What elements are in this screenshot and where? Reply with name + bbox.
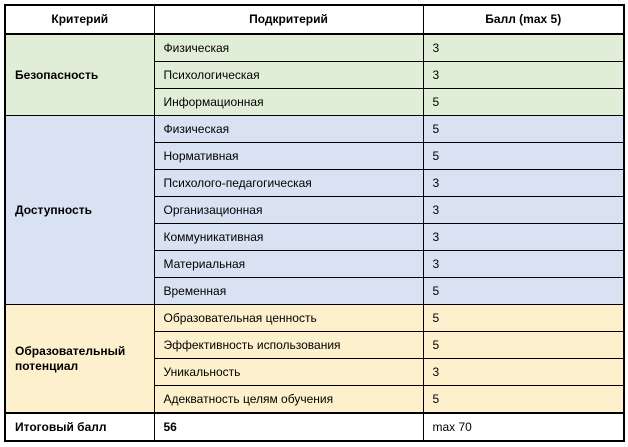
score-cell: 3 — [422, 61, 625, 89]
table-footer: Итоговый балл 56 max 70 — [4, 412, 625, 442]
score-cell: 5 — [422, 142, 625, 170]
score-cell: 3 — [422, 196, 625, 224]
subcriterion-cell: Образовательная ценность — [153, 304, 424, 332]
table-row: Психологическая 3 — [5, 61, 625, 89]
subcriterion-cell: Информационная — [153, 88, 424, 116]
table-row: Безопасность Физическая 3 — [4, 33, 625, 116]
table-header: Критерий Подкритерий Балл (max 5) — [4, 4, 625, 35]
header-score: Балл (max 5) — [422, 4, 625, 35]
score-cell: 5 — [422, 331, 625, 359]
score-cell: 3 — [422, 358, 625, 386]
table-row: Адекватность целям обучения 5 — [5, 385, 625, 414]
table-row: Образовательный потенциал Образовательная… — [4, 304, 625, 414]
score-cell: 5 — [422, 385, 625, 414]
score-cell: 5 — [422, 115, 625, 143]
score-cell: 5 — [422, 277, 625, 305]
subcriterion-cell: Коммуникативная — [153, 223, 424, 251]
subcriterion-cell: Временная — [153, 277, 424, 305]
subcriterion-cell: Уникальность — [153, 358, 424, 386]
score-cell: 3 — [422, 33, 625, 62]
header-row: Критерий Подкритерий Балл (max 5) — [4, 4, 625, 35]
score-cell: 5 — [422, 304, 625, 332]
criterion-cell-2: Образовательный потенциал — [4, 304, 155, 414]
table-row: Доступность Физическая 5 — [4, 115, 625, 305]
table-body: Безопасность Физическая 3 Психологическая 3 И… — [4, 33, 625, 414]
criterion-cell-0: Безопасность — [4, 33, 155, 116]
score-cell: 3 — [422, 169, 625, 197]
subcriterion-cell: Организационная — [153, 196, 424, 224]
subcriterion-cell: Нормативная — [153, 142, 424, 170]
criterion-cell-1: Доступность — [4, 115, 155, 305]
total-score: 56 — [153, 412, 424, 442]
total-max: max 70 — [422, 412, 625, 442]
score-cell: 5 — [422, 88, 625, 116]
score-cell: 3 — [422, 250, 625, 278]
subcriterion-cell: Адекватность целям обучения — [153, 385, 424, 414]
total-label: Итоговый балл — [4, 412, 155, 442]
subcriterion-cell: Психолого-педагогическая — [153, 169, 424, 197]
subcriterion-cell: Эффективность использования — [153, 331, 424, 359]
subcriterion-cell: Физическая — [153, 33, 424, 62]
score-cell: 3 — [422, 223, 625, 251]
subcriterion-cell: Физическая — [153, 115, 424, 143]
subcriterion-cell: Материальная — [153, 250, 424, 278]
total-row: Итоговый балл 56 max 70 — [4, 412, 625, 442]
header-subcriterion: Подкритерий — [153, 4, 424, 35]
criteria-score-table: Критерий Подкритерий Балл (max 5) Безопа… — [4, 4, 625, 442]
subcriterion-cell: Психологическая — [153, 61, 424, 89]
header-criterion: Критерий — [4, 4, 155, 35]
